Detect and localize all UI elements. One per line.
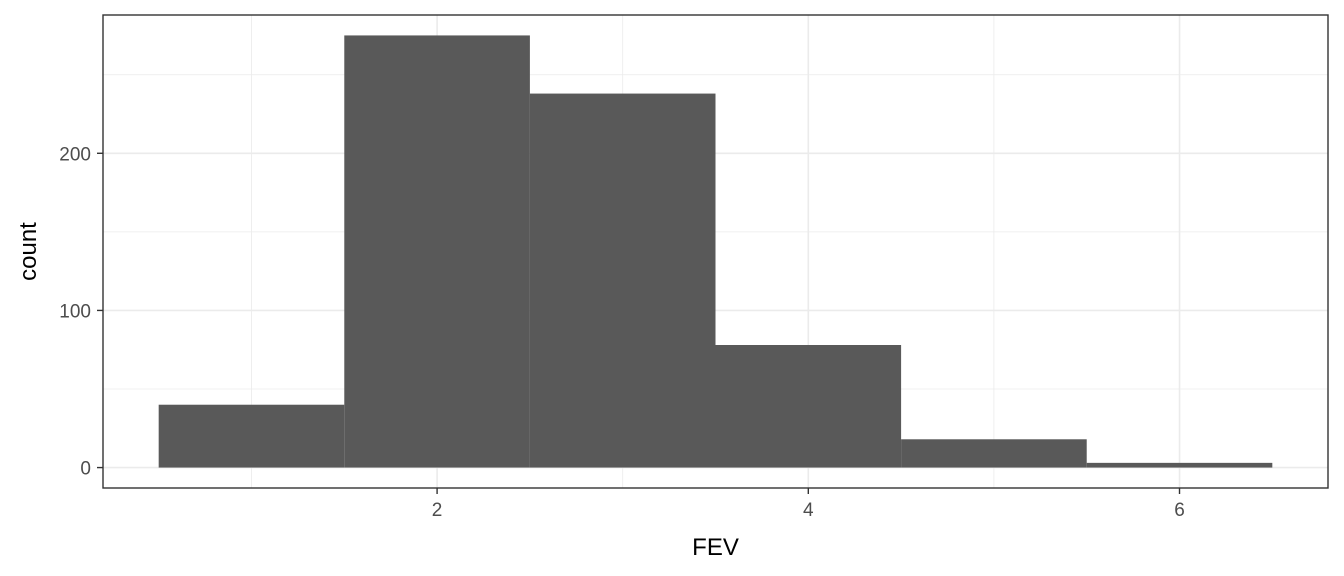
histogram-bar [158,404,345,468]
histogram-bar [344,35,530,468]
histogram-bar [529,93,716,468]
y-tick-label: 0 [80,459,91,480]
x-tick-label: 2 [432,500,443,521]
x-axis-title: FEV [692,534,739,561]
histogram-bar [1086,462,1273,468]
histogram-bar [715,345,902,468]
x-tick-label: 6 [1174,500,1185,521]
x-tick-label: 4 [803,500,814,521]
y-tick-label: 200 [59,144,91,165]
axis-ticks: 2 4 6 0 100 200 [59,144,1185,521]
histogram-bar [901,439,1087,468]
y-tick-label: 100 [59,301,91,322]
plot-panel-border [102,14,1329,489]
histogram-bars [158,35,1273,468]
y-axis-title: count [15,222,42,281]
